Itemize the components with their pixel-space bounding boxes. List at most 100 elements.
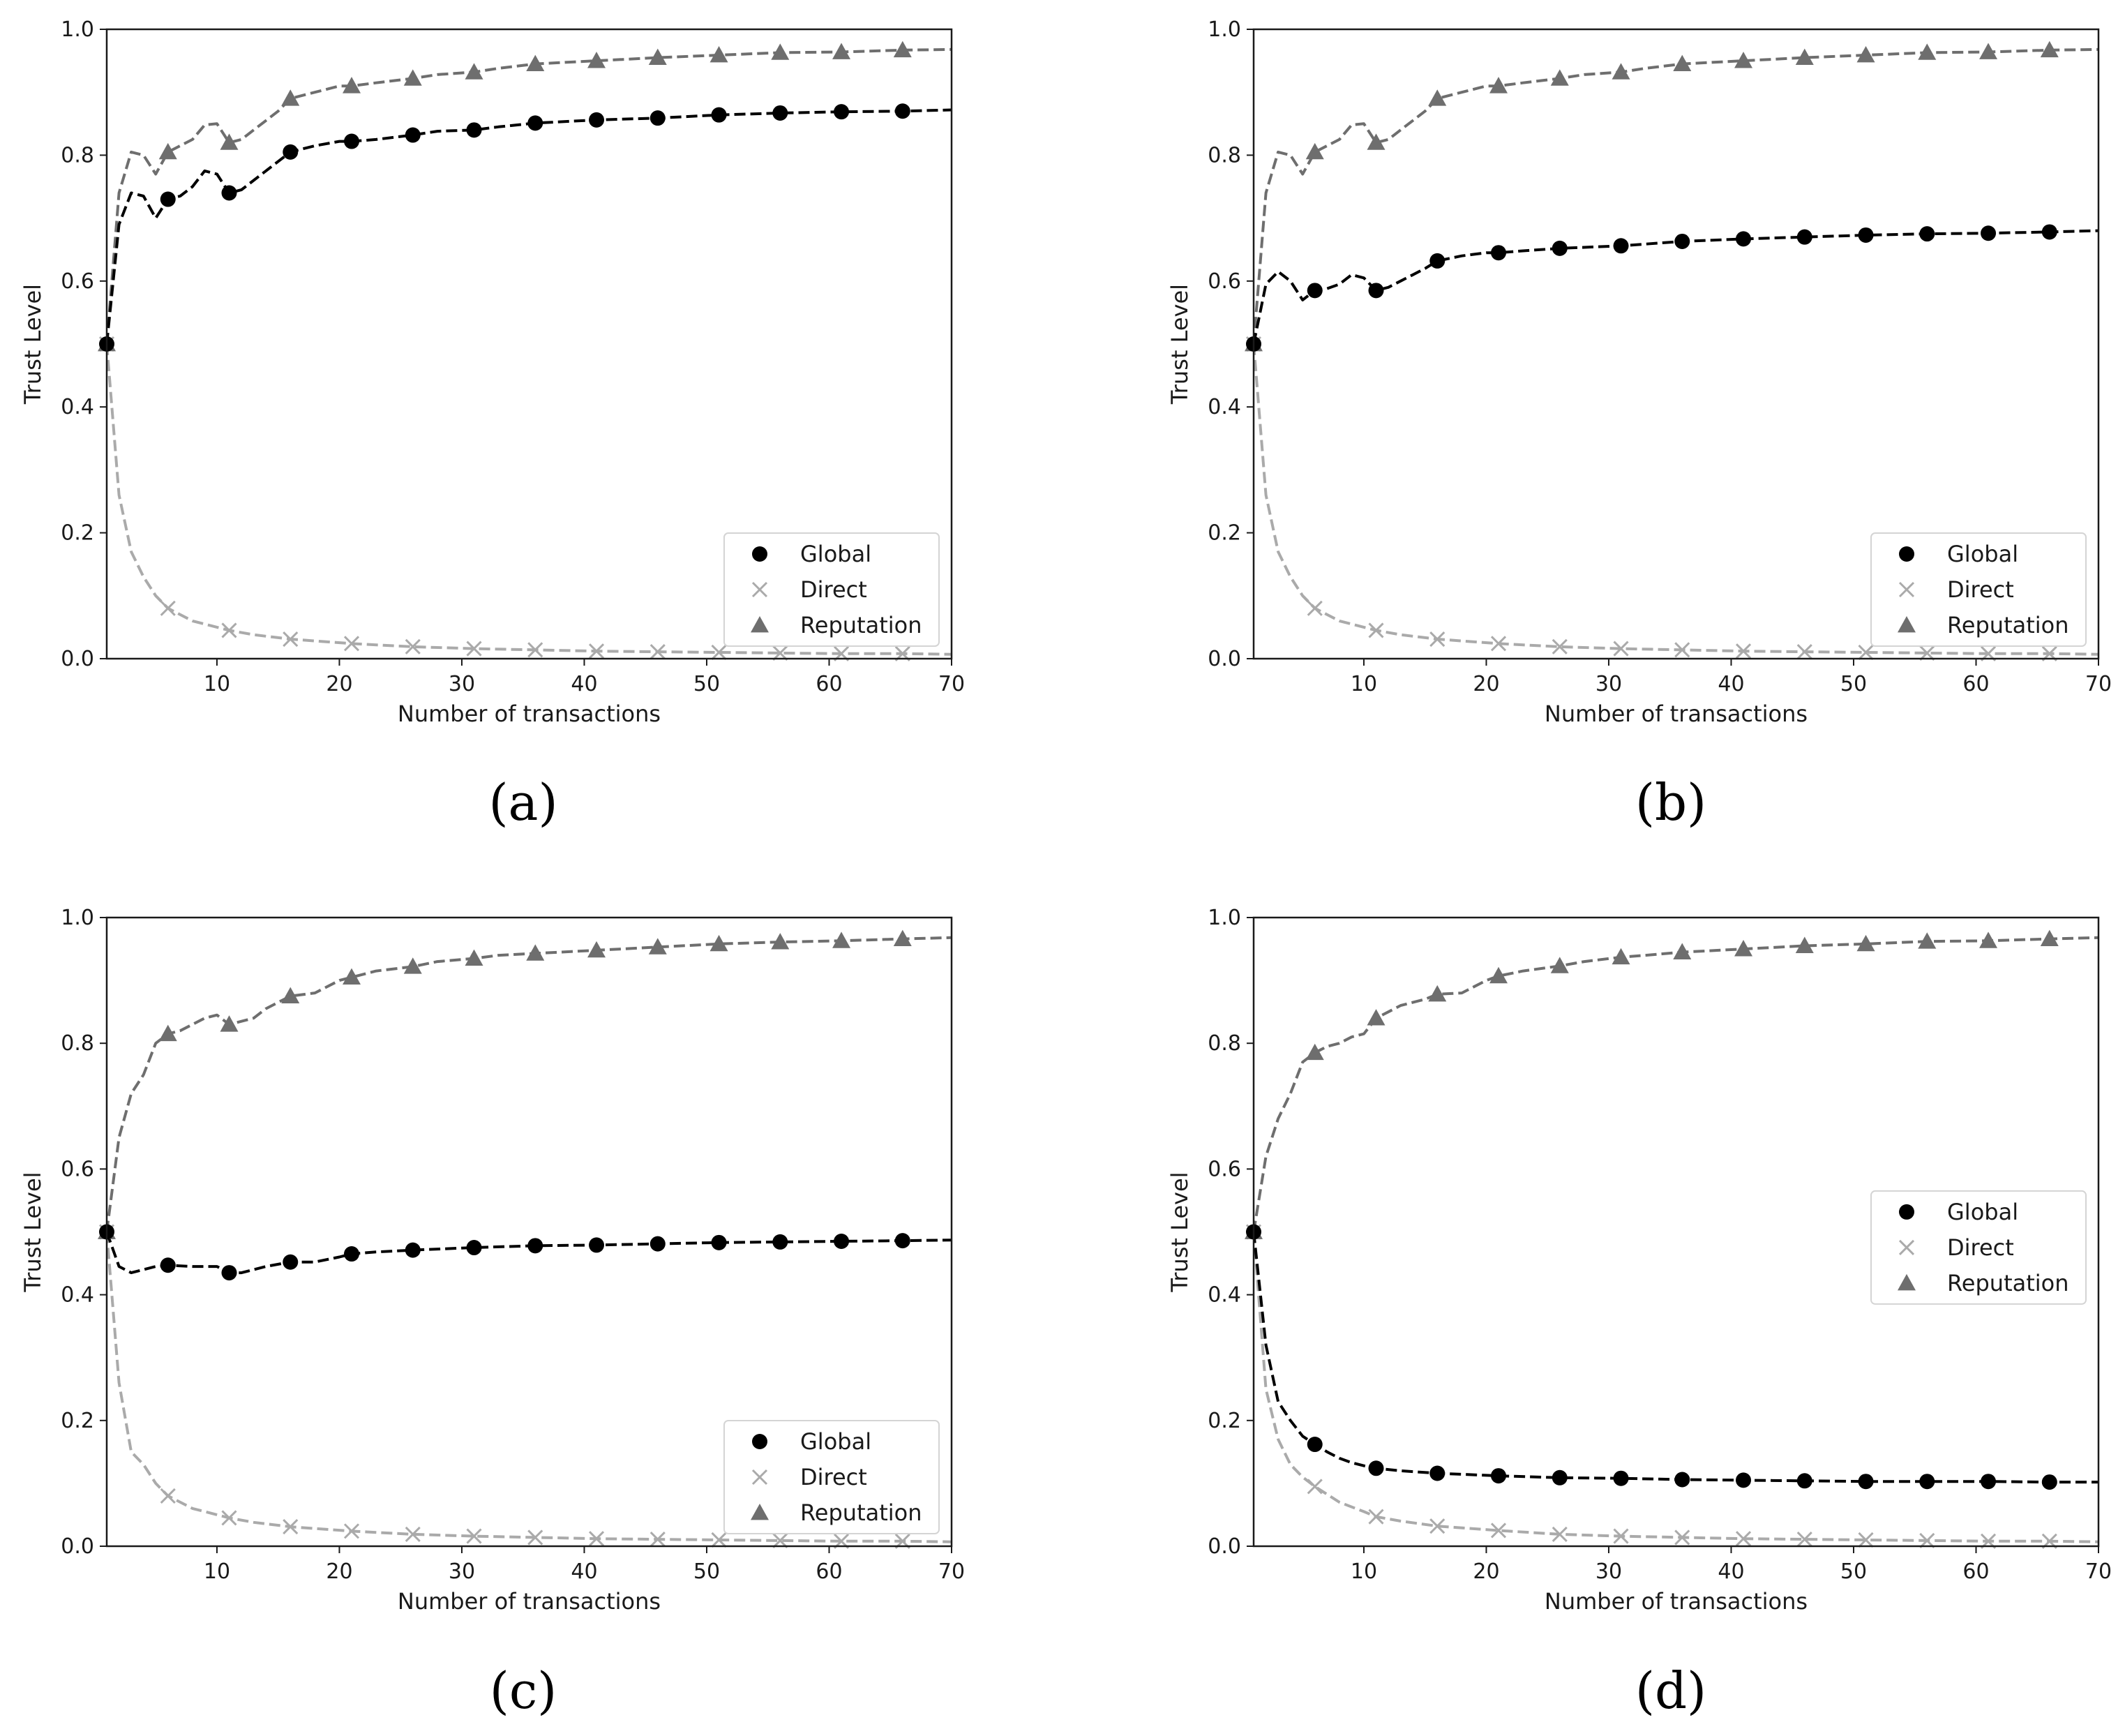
x-tick-label: 50 (1840, 672, 1867, 696)
legend-marker-global (1899, 1204, 1914, 1220)
legend-label-reputation: Reputation (1947, 612, 2069, 638)
point-reputation (832, 931, 851, 948)
legend-box (1870, 1190, 2087, 1305)
point-reputation (281, 89, 300, 106)
legend-marker-reputation (1898, 1273, 1916, 1291)
point-direct (1490, 1522, 1507, 1539)
x-tick-label: 30 (1595, 672, 1622, 696)
y-tick-label: 0.4 (61, 1283, 94, 1308)
y-tick-label: 0.8 (61, 1031, 94, 1056)
legend-marker-direct (1898, 1239, 1915, 1256)
point-global (1307, 1437, 1323, 1453)
y-axis-label: Trust Level (20, 1172, 46, 1292)
legend: Global Direct Reputation (1870, 1190, 2087, 1305)
panel-b: 10 20 30 40 50 60 70 0.0 0.2 0.4 0.6 0.8 1.0 Number o… (1166, 17, 2112, 832)
legend-label-reputation: Reputation (1947, 1270, 2069, 1296)
point-global (1796, 229, 1812, 245)
point-direct (649, 644, 666, 660)
point-global (589, 1237, 605, 1253)
point-reputation (587, 52, 606, 68)
point-reputation (1918, 43, 1937, 60)
point-global (1429, 253, 1446, 269)
point-global (283, 1254, 299, 1270)
point-global (344, 133, 360, 149)
point-direct (1613, 641, 1629, 657)
point-global (649, 1236, 666, 1252)
point-reputation (158, 142, 177, 160)
series-line-reputation (1252, 936, 2099, 1232)
point-reputation (709, 934, 728, 952)
plot-frame (1252, 28, 2100, 660)
legend-box (1870, 532, 2087, 647)
y-tick-label: 0.6 (1208, 269, 1241, 294)
point-direct (1674, 1529, 1690, 1546)
point-direct (527, 642, 543, 658)
x-tick-label: 70 (2085, 672, 2112, 696)
point-direct (466, 641, 482, 657)
point-global (711, 107, 727, 123)
point-reputation (403, 957, 422, 974)
point-reputation (1673, 943, 1692, 959)
legend-marker-global (752, 1434, 767, 1449)
point-direct (1368, 1509, 1384, 1525)
point-global (1307, 283, 1323, 299)
x-tick-label: 70 (938, 1559, 965, 1584)
point-global (772, 105, 788, 121)
point-direct (405, 1526, 421, 1542)
point-direct (1368, 622, 1384, 638)
point-global (466, 122, 482, 138)
point-direct (160, 1488, 176, 1504)
series-line-direct (105, 343, 952, 656)
point-direct (588, 643, 605, 659)
point-direct (711, 644, 727, 661)
point-global (527, 115, 543, 131)
point-reputation (343, 968, 361, 985)
x-tick-label: 30 (449, 1559, 475, 1584)
series-line-reputation (105, 936, 952, 1232)
point-reputation (1795, 48, 1814, 65)
y-tick-label: 1.0 (1208, 17, 1241, 42)
series-line-direct (1252, 343, 2099, 656)
plot-frame (105, 916, 953, 1548)
point-global (1919, 1474, 1935, 1490)
point-reputation (1550, 69, 1569, 86)
point-global (589, 112, 605, 128)
point-reputation (526, 54, 545, 72)
y-tick-label: 0.0 (1208, 1534, 1241, 1559)
x-tick-label: 40 (571, 1559, 597, 1584)
legend-marker-direct (751, 1469, 768, 1486)
point-direct (221, 622, 237, 638)
x-tick-label: 50 (693, 672, 720, 696)
y-tick-label: 1.0 (61, 906, 94, 930)
y-tick-label: 0.0 (61, 1534, 94, 1559)
point-reputation (1856, 45, 1875, 63)
legend-label-direct: Direct (1947, 576, 2014, 603)
point-global (221, 1265, 237, 1281)
x-tick-label: 20 (1473, 1559, 1499, 1584)
y-axis-label: Trust Level (1166, 1172, 1193, 1292)
x-tick-label: 10 (1351, 672, 1377, 696)
point-direct (1858, 644, 1874, 661)
point-global (466, 1240, 482, 1256)
panel-caption: (b) (1635, 773, 1706, 832)
x-tick-label: 20 (1473, 672, 1499, 696)
legend-label-direct: Direct (800, 576, 867, 603)
point-direct (1919, 1532, 1935, 1548)
point-direct (1307, 600, 1323, 616)
x-axis-label: Number of transactions (1545, 1588, 1808, 1615)
y-tick-label: 0.2 (1208, 1409, 1241, 1433)
point-reputation (1795, 936, 1814, 953)
point-reputation (587, 941, 606, 958)
point-global (1919, 226, 1935, 242)
point-reputation (1367, 133, 1386, 150)
y-axis-label: Trust Level (20, 284, 46, 405)
point-global (834, 104, 850, 120)
point-reputation (1734, 52, 1753, 68)
point-global (1674, 1472, 1690, 1488)
point-direct (160, 600, 176, 616)
point-reputation (893, 929, 912, 947)
legend: Global Direct Reputation (723, 532, 940, 647)
point-global (160, 191, 176, 207)
point-global (1613, 238, 1629, 254)
legend: Global Direct Reputation (1870, 532, 2087, 647)
